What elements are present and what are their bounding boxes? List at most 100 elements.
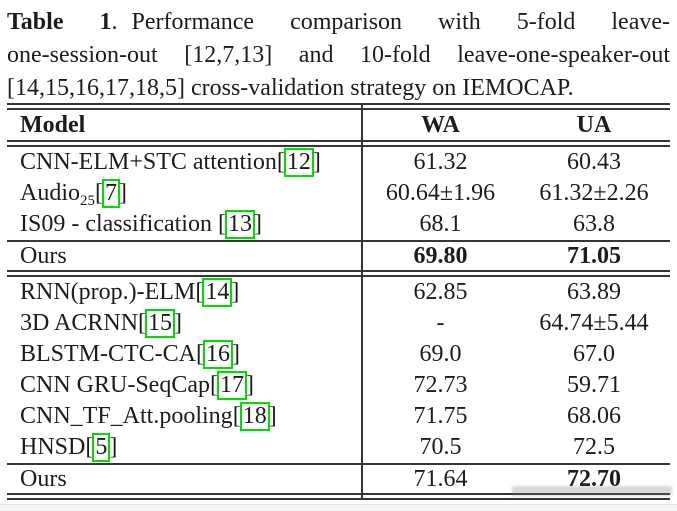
model-cell: CNN GRU-SeqCap[17] (7, 371, 363, 400)
citation-link[interactable]: 7 (102, 179, 120, 208)
ua-value: 59.71 (567, 372, 621, 398)
ours-row: Ours 71.64 72.70 (7, 465, 670, 493)
bracket-open: [ (210, 372, 218, 399)
wa-value: 69.0 (419, 341, 462, 367)
caption-label-period: . (111, 9, 118, 35)
ua-value: 72.5 (573, 434, 615, 460)
table-row: Audio25[7] 60.64±1.96 61.32±2.26 (7, 178, 670, 209)
bracket-close: ] (312, 149, 321, 176)
wa-value: 60.64±1.96 (385, 180, 496, 206)
section-double-rule (7, 270, 670, 277)
model-cell: CNN-ELM+STC attention[12] (7, 148, 363, 177)
bracket-close: ] (109, 434, 118, 461)
bottom-double-rule (7, 493, 670, 500)
bracket-open: [ (195, 279, 204, 306)
scan-artifact (512, 486, 672, 496)
wa-value: - (436, 310, 445, 336)
window-bottom-edge (0, 504, 677, 511)
model-name: HNSD (20, 434, 86, 461)
top-double-rule (7, 103, 670, 110)
wa-value: 71.75 (413, 403, 468, 429)
ua-value: 71.05 (567, 242, 621, 269)
caption-text-1: Performance comparison with 5-fold leave… (131, 9, 670, 35)
ua-value: 63.8 (573, 211, 615, 237)
bracket-close: ] (232, 341, 241, 368)
wa-value: 70.5 (419, 434, 462, 460)
model-name: CNN GRU-SeqCap (20, 372, 210, 399)
model-cell: Audio25[7] (7, 179, 363, 210)
bracket-close: ] (231, 279, 240, 306)
wa-value: 72.73 (413, 372, 468, 398)
model-name: Audio (20, 180, 80, 207)
column-separator-line (361, 103, 363, 500)
model-subscript: 25 (80, 193, 95, 210)
model-cell: 3D ACRNN[15] (7, 309, 363, 338)
bracket-close: ] (253, 211, 262, 238)
model-cell: Ours (7, 466, 363, 493)
ua-value: 72.70 (567, 465, 621, 492)
citation-link[interactable]: 18 (239, 402, 270, 431)
table-row: CNN GRU-SeqCap[17] 72.73 59.71 (7, 370, 670, 401)
model-name: 3D ACRNN (20, 310, 139, 337)
header-ua: UA (576, 111, 612, 138)
table-row: BLSTM-CTC-CA[16] 69.0 67.0 (7, 339, 670, 370)
header-wa: WA (421, 111, 460, 138)
model-name: CNN_TF_Att.pooling (20, 403, 233, 430)
bracket-open: [ (95, 180, 103, 207)
wa-value: 68.1 (419, 211, 462, 237)
ua-value: 64.74±5.44 (539, 310, 649, 336)
table-row: RNN(prop.)-ELM[14] 62.85 63.89 (7, 277, 670, 308)
bracket-open: [ (232, 403, 241, 430)
model-name: Ours (20, 242, 67, 269)
citation-link[interactable]: 14 (202, 278, 233, 307)
caption-line-3: [14,15,16,17,18,5] cross-validation stra… (7, 75, 574, 101)
ua-value: 63.89 (567, 279, 621, 305)
model-name: IS09 - classification (20, 211, 218, 238)
model-cell: RNN(prop.)-ELM[14] (7, 278, 363, 307)
results-table: Model WA UA CNN-ELM+STC attention[12] 61… (7, 103, 670, 500)
table-row: HNSD[5] 70.5 72.5 (7, 432, 670, 463)
model-cell: BLSTM-CTC-CA[16] (7, 340, 363, 369)
citation-link[interactable]: 13 (224, 210, 255, 239)
bracket-open: [ (196, 341, 205, 368)
bracket-open: [ (217, 211, 226, 238)
ua-value: 61.32±2.26 (539, 180, 649, 206)
wa-value: 61.32 (413, 149, 468, 175)
caption-line-1: Table 1. Performance comparison with 5-fo… (7, 6, 670, 39)
ours-row: Ours 69.80 71.05 (7, 242, 670, 270)
citation-link[interactable]: 17 (217, 371, 247, 400)
model-name: CNN-ELM+STC attention (20, 149, 277, 176)
header-row: Model WA UA (7, 110, 670, 140)
bracket-open: [ (85, 434, 94, 461)
citation-link[interactable]: 5 (92, 433, 111, 462)
caption-label: Table 1 (7, 9, 112, 35)
model-cell: IS09 - classification [13] (7, 210, 363, 239)
model-cell: HNSD[5] (7, 433, 363, 462)
bracket-close: ] (119, 180, 127, 207)
model-name: BLSTM-CTC-CA (20, 341, 197, 368)
citation-link[interactable]: 16 (203, 340, 234, 369)
table-caption: Table 1. Performance comparison with 5-fo… (7, 2, 670, 105)
bracket-open: [ (138, 310, 147, 337)
single-rule (7, 463, 670, 465)
citation-link[interactable]: 15 (145, 309, 176, 338)
caption-line-2: one-session-out [12,7,13] and 10-fold le… (7, 42, 670, 68)
wa-value: 62.85 (413, 279, 468, 305)
ua-value: 68.06 (567, 403, 621, 429)
header-model: Model (20, 111, 86, 138)
wa-value: 71.64 (413, 465, 468, 492)
bracket-close: ] (174, 310, 183, 337)
single-rule (7, 240, 670, 242)
ua-value: 67.0 (573, 341, 615, 367)
model-name: Ours (20, 465, 67, 492)
bracket-close: ] (268, 403, 277, 430)
table-row: 3D ACRNN[15] - 64.74±5.44 (7, 308, 670, 339)
bracket-open: [ (276, 149, 285, 176)
wa-value: 69.80 (413, 242, 468, 269)
table-row: CNN_TF_Att.pooling[18] 71.75 68.06 (7, 401, 670, 432)
citation-link[interactable]: 12 (283, 148, 314, 177)
header-double-rule (7, 140, 670, 147)
model-cell: Ours (7, 243, 363, 270)
model-cell: CNN_TF_Att.pooling[18] (7, 402, 363, 431)
